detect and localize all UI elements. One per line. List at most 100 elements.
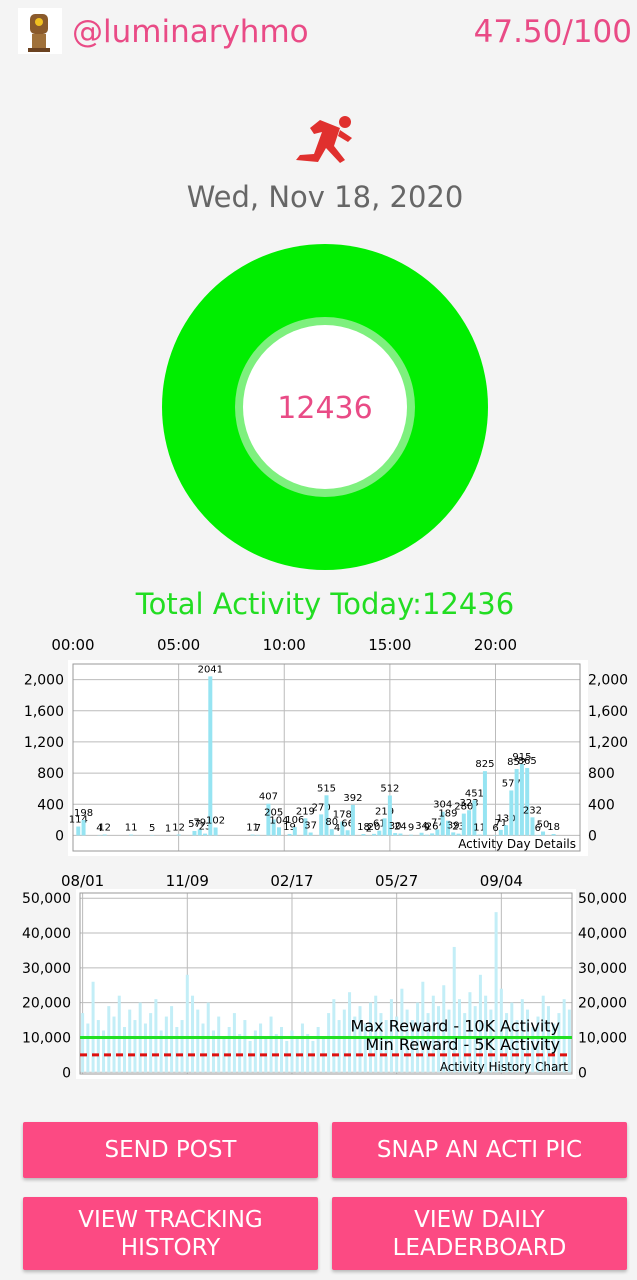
data-label: 18 (547, 822, 560, 833)
bar (442, 985, 446, 1073)
bar (541, 831, 546, 836)
bar (192, 830, 197, 836)
bar (176, 834, 181, 836)
y2-tick-label: 1,200 (588, 735, 628, 751)
bar (358, 1006, 362, 1073)
bar (551, 834, 556, 836)
bar (405, 1009, 409, 1073)
bar (387, 795, 392, 836)
bar (451, 832, 456, 836)
data-label: 9 (408, 823, 414, 834)
bar (128, 1009, 132, 1073)
y-tick-label: 800 (37, 766, 64, 782)
y2-tick-label: 400 (588, 797, 615, 813)
y-tick-label: 1,200 (24, 735, 64, 751)
data-label: 392 (343, 793, 362, 804)
y2-tick-label: 30,000 (578, 961, 627, 977)
bar (557, 1013, 561, 1073)
x-tick-label: 10:00 (263, 636, 306, 654)
bar (203, 833, 208, 836)
bar (274, 1033, 278, 1073)
bar (324, 795, 329, 836)
bar (292, 827, 297, 836)
bar (484, 995, 488, 1073)
data-label: 178 (333, 810, 352, 821)
bar (290, 1030, 294, 1073)
bar (546, 1006, 550, 1073)
data-label: 23 (452, 822, 465, 833)
tracking-history-button[interactable]: VIEW TRACKING HISTORY (23, 1197, 318, 1270)
bar (393, 833, 398, 836)
bar (81, 1013, 85, 1073)
data-label: 577 (502, 778, 521, 789)
bar (379, 1013, 383, 1073)
bar (463, 1013, 467, 1073)
bar (232, 1013, 236, 1073)
bar (489, 1009, 493, 1073)
bar (337, 1020, 341, 1073)
bar (531, 1027, 535, 1073)
bar (76, 826, 81, 836)
leaderboard-button[interactable]: VIEW DAILY LEADERBOARD (332, 1197, 627, 1270)
y-tick-label: 2,000 (24, 673, 64, 689)
y-tick-label: 0 (62, 1065, 71, 1081)
snap-pic-button[interactable]: SNAP AN ACTI PIC (332, 1122, 627, 1178)
bar (238, 1033, 242, 1073)
bar (520, 999, 524, 1073)
bar (255, 834, 260, 836)
bar (430, 833, 435, 836)
bar (505, 1013, 509, 1073)
bar (149, 1013, 153, 1073)
data-label: 79 (193, 817, 206, 828)
y2-tick-label: 2,000 (588, 673, 628, 689)
plot-background (76, 889, 576, 1079)
data-label: 80 (325, 817, 338, 828)
bar (440, 811, 445, 836)
data-label: 57 (188, 819, 201, 830)
bar (424, 834, 429, 836)
bar (345, 830, 350, 836)
bar (473, 1006, 477, 1073)
y2-tick-label: 1,600 (588, 704, 628, 720)
bar (350, 804, 355, 836)
bar (477, 834, 482, 836)
plot-frame (72, 663, 581, 852)
bar (525, 768, 530, 836)
data-label: 11 (246, 823, 259, 834)
y2-tick-label: 0 (588, 828, 597, 844)
bar (107, 1006, 111, 1073)
bar (478, 974, 482, 1073)
bar (175, 1027, 179, 1073)
bar (389, 999, 393, 1073)
send-post-button[interactable]: SEND POST (23, 1122, 318, 1178)
bar (81, 819, 86, 836)
data-label: 219 (375, 806, 394, 817)
data-label: 71 (494, 818, 507, 829)
bar (457, 999, 461, 1073)
bar (91, 981, 95, 1073)
x-tick-label: 15:00 (368, 636, 411, 654)
username: @luminaryhmo (72, 14, 309, 50)
y2-tick-label: 20,000 (578, 996, 627, 1012)
total-activity: Total Activity Today:12436 (135, 587, 514, 621)
bar (348, 992, 352, 1073)
data-label: 407 (259, 792, 278, 803)
bar (191, 995, 195, 1073)
data-label: 219 (296, 806, 315, 817)
bar (112, 1016, 116, 1073)
bar (280, 1027, 284, 1073)
runner-icon (296, 116, 352, 163)
bar (259, 1023, 263, 1073)
bar (170, 1006, 174, 1073)
y-tick-label: 1,600 (24, 704, 64, 720)
bar (311, 1040, 315, 1073)
data-label: 18 (357, 822, 370, 833)
data-label: 61 (373, 819, 386, 830)
bar (552, 1023, 556, 1073)
data-label: 451 (465, 788, 484, 799)
bar (377, 830, 382, 836)
y-tick-label: 0 (55, 828, 64, 844)
bar (332, 999, 336, 1073)
y-tick-label: 20,000 (22, 996, 71, 1012)
bar (250, 834, 255, 836)
